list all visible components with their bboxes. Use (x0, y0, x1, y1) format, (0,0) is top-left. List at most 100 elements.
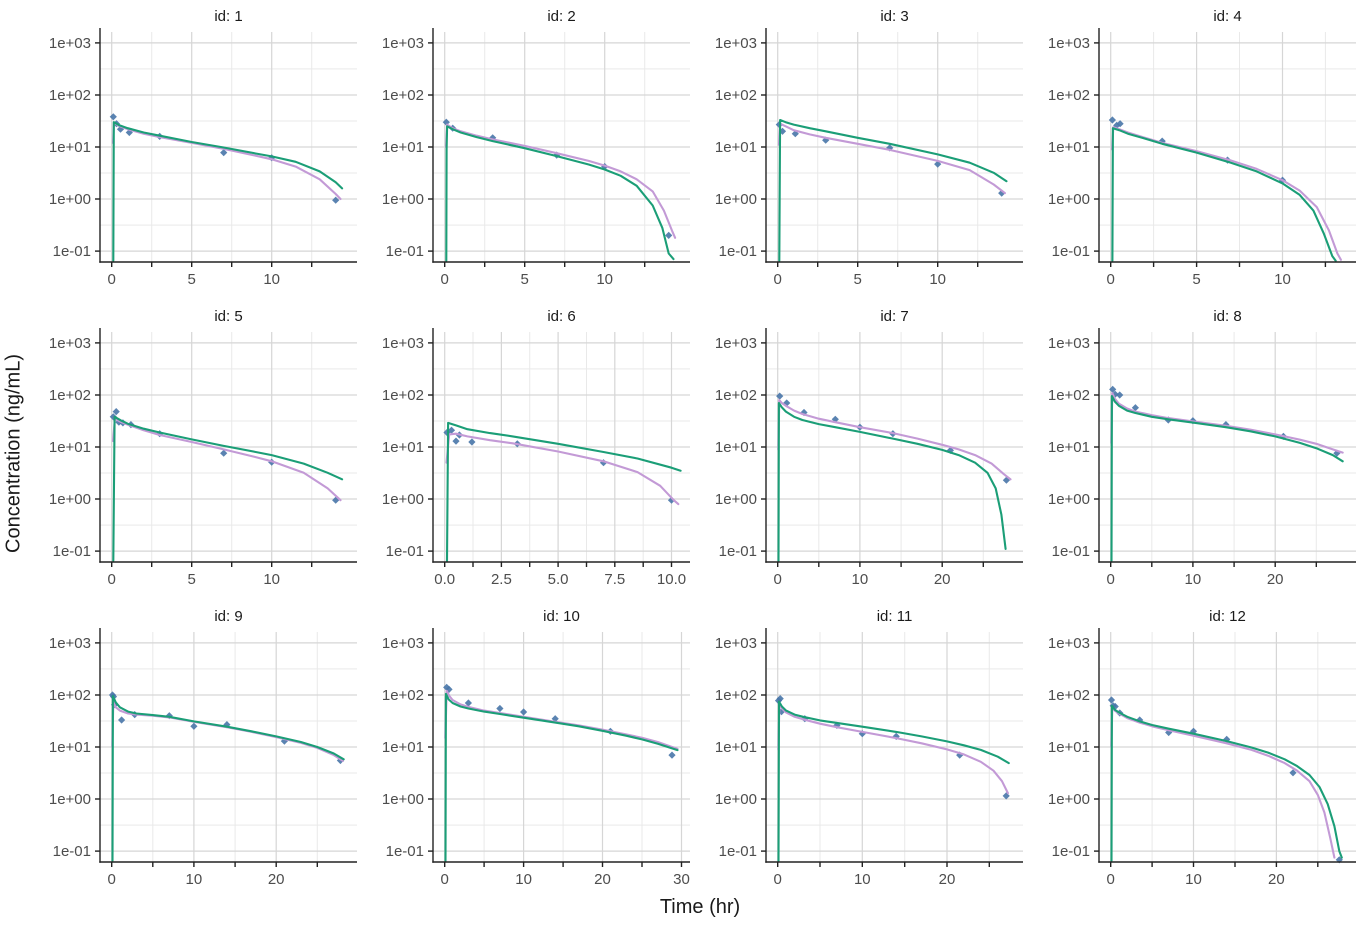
y-tick-label: 1e+02 (49, 387, 91, 404)
facet-title: id: 4 (1213, 8, 1241, 25)
y-tick-label: 1e+03 (715, 35, 757, 52)
y-tick-label: 1e-01 (1052, 543, 1090, 560)
y-tick-label: 1e-01 (53, 243, 91, 260)
observed-point (109, 113, 117, 121)
observed-point (496, 704, 504, 713)
y-tick-label: 1e+03 (1048, 635, 1090, 652)
facet-panel-2: 1e+03 1e+02 1e+01 1e+00 1e-01 0 5 10 id: 2 (382, 8, 690, 288)
facet-panel-9: 1e+03 1e+02 1e+01 1e+00 1e-01 0 10 20 id: 9 (49, 608, 357, 888)
y-tick-label: 1e-01 (1052, 243, 1090, 260)
y-tick-label: 1e+02 (1048, 387, 1090, 404)
x-tick-label: 10 (1185, 871, 1202, 888)
x-tick-label: 20 (939, 871, 956, 888)
facet-panel-12: 1e+03 1e+02 1e+01 1e+00 1e-01 0 10 20 id: 12 (1048, 608, 1356, 888)
observed-point (1109, 385, 1117, 393)
green-prediction-line (445, 421, 682, 562)
x-tick-label: 7.5 (604, 571, 625, 588)
y-tick-label: 1e+01 (49, 439, 91, 456)
y-tick-label: 1e+01 (715, 139, 757, 156)
observed-point (1002, 476, 1010, 484)
x-tick-label: 20 (1268, 871, 1285, 888)
y-tick-label: 1e+03 (382, 335, 424, 352)
facet-title: id: 10 (543, 608, 580, 625)
observed-point (551, 715, 559, 723)
green-prediction-line (111, 695, 345, 862)
green-prediction-line (778, 118, 1008, 262)
observed-point (468, 438, 476, 446)
facet-title: id: 2 (547, 8, 575, 25)
observed-point (190, 722, 198, 730)
x-tick-label: 10 (186, 871, 203, 888)
facet-panel-7: 1e+03 1e+02 1e+01 1e+00 1e-01 0 10 20 id: 7 (715, 308, 1023, 588)
y-tick-label: 1e+00 (49, 791, 91, 808)
x-tick-label: 0 (1107, 571, 1115, 588)
x-tick-label: 0 (108, 571, 116, 588)
observed-point (520, 708, 528, 716)
x-tick-label: 20 (268, 871, 285, 888)
green-prediction-line (1111, 127, 1337, 262)
x-tick-label: 10 (263, 271, 280, 288)
observed-point (447, 426, 456, 434)
observed-point (1116, 391, 1124, 399)
y-tick-label: 1e+00 (1048, 491, 1090, 508)
observed-point (1108, 116, 1116, 124)
x-tick-label: 0 (1107, 271, 1115, 288)
observed-point (220, 149, 228, 157)
facet-title: id: 8 (1213, 308, 1241, 325)
y-tick-label: 1e+03 (382, 35, 424, 52)
y-tick-label: 1e+01 (382, 439, 424, 456)
y-tick-label: 1e+01 (715, 439, 757, 456)
green-prediction-line (112, 121, 344, 262)
y-tick-label: 1e+03 (382, 635, 424, 652)
y-tick-label: 1e+02 (382, 87, 424, 104)
y-tick-label: 1e+00 (1048, 791, 1090, 808)
y-tick-label: 1e+03 (49, 335, 91, 352)
y-tick-label: 1e+01 (1048, 739, 1090, 756)
purple-prediction-line (444, 123, 677, 239)
x-tick-label: 10 (929, 271, 946, 288)
x-tick-label: 0 (108, 271, 116, 288)
facet-title: id: 7 (880, 308, 908, 325)
facet-panel-8: 1e+03 1e+02 1e+01 1e+00 1e-01 0 10 20 id: 8 (1048, 308, 1356, 588)
facet-title: id: 11 (877, 608, 913, 625)
y-tick-label: 1e+01 (1048, 439, 1090, 456)
x-tick-label: 10 (852, 571, 869, 588)
x-tick-label: 0 (108, 871, 116, 888)
y-tick-label: 1e+01 (49, 739, 91, 756)
facet-panel-4: 1e+03 1e+02 1e+01 1e+00 1e-01 0 5 10 id: 4 (1048, 8, 1356, 288)
purple-prediction-line (1110, 392, 1344, 454)
facet-panel-11: 1e+03 1e+02 1e+01 1e+00 1e-01 0 10 20 id: 11 (715, 608, 1023, 888)
y-tick-label: 1e+00 (715, 491, 757, 508)
y-tick-label: 1e+00 (715, 191, 757, 208)
purple-prediction-line (777, 701, 1009, 795)
facet-title: id: 3 (880, 8, 908, 25)
x-tick-label: 5 (188, 571, 196, 588)
x-tick-label: 5.0 (548, 571, 569, 588)
x-tick-label: 10 (515, 871, 532, 888)
x-tick-label: 10 (1185, 571, 1202, 588)
observed-point (332, 496, 340, 504)
y-tick-label: 1e+01 (382, 739, 424, 756)
x-tick-label: 10 (1274, 271, 1291, 288)
y-tick-label: 1e+01 (715, 739, 757, 756)
x-tick-label: 0 (1107, 871, 1115, 888)
observed-point (118, 716, 126, 724)
y-tick-label: 1e-01 (386, 243, 424, 260)
facet-panel-5: 1e+03 1e+02 1e+01 1e+00 1e-01 0 5 10 id: 5 (49, 308, 357, 588)
observed-point (791, 130, 799, 138)
purple-prediction-line (777, 398, 1012, 481)
x-tick-label: 20 (1267, 571, 1284, 588)
x-tick-label: 20 (934, 571, 951, 588)
y-tick-label: 1e+00 (715, 791, 757, 808)
y-tick-label: 1e+02 (1048, 687, 1090, 704)
observed-point (665, 231, 673, 239)
y-tick-label: 1e-01 (719, 243, 757, 260)
observed-point (783, 399, 791, 407)
x-tick-label: 10 (263, 571, 280, 588)
x-tick-label: 0 (774, 871, 782, 888)
x-tick-label: 5 (521, 271, 529, 288)
green-prediction-line (112, 415, 344, 562)
x-tick-label: 5 (1192, 271, 1200, 288)
observed-point (332, 196, 340, 204)
